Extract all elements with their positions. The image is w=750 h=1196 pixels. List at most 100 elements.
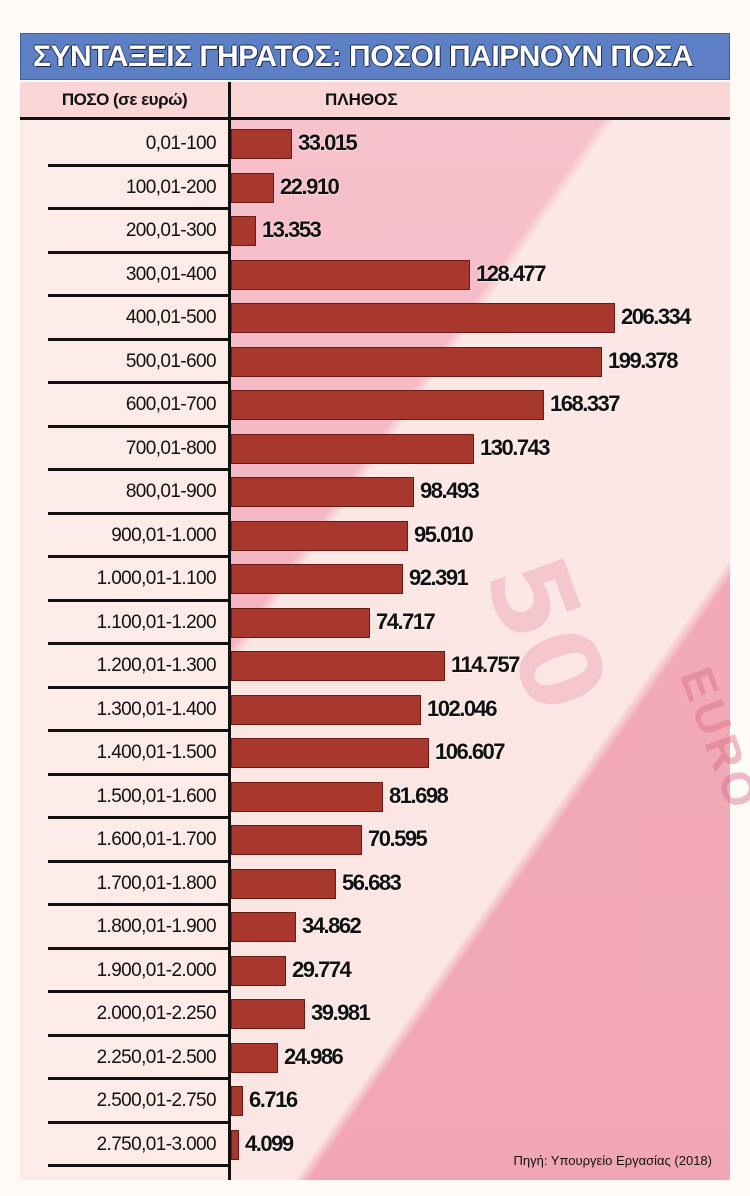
table-row: 2.250,01-2.500 24.986 (20, 1037, 730, 1080)
table-row: 700,01-800 130.743 (20, 428, 730, 471)
bar (231, 259, 470, 290)
table-row: 100,01-200 22.910 (20, 167, 730, 210)
table-row: 1.500,01-1.600 81.698 (20, 776, 730, 819)
row-separator (48, 381, 229, 384)
bar (231, 694, 421, 725)
bar-value-label: 33.015 (298, 130, 358, 155)
table-row: 400,01-500 206.334 (20, 297, 730, 341)
bar-value-label: 199.378 (608, 347, 679, 373)
amount-range-label: 600,01-700 (125, 394, 217, 415)
row-separator (48, 598, 229, 602)
row-separator (48, 337, 229, 341)
bar-value-label: 130.743 (480, 434, 551, 460)
bar (231, 129, 292, 159)
bar (231, 651, 445, 681)
bar (231, 825, 362, 855)
bar (231, 1086, 243, 1116)
bar (231, 999, 305, 1029)
bar-value-label: 13.353 (262, 217, 322, 242)
bar (231, 303, 615, 333)
amount-range-label: 1.100,01-1.200 (96, 611, 217, 633)
row-separator (48, 294, 229, 297)
source-note: Πηγή: Υπουργείο Εργασίας (2018) (513, 1153, 712, 1168)
amount-range-label: 100,01-200 (125, 176, 217, 198)
row-separator (48, 685, 229, 689)
bar-value-label: 74.717 (376, 608, 436, 634)
bar (231, 564, 403, 594)
amount-column-header: ΠΟΣΟ (σε ευρώ) (61, 90, 188, 109)
amount-range-label: 2.750,01-3.000 (96, 1133, 217, 1155)
bar (231, 607, 370, 638)
column-header-row: ΠΟΣΟ (σε ευρώ) ΠΛΗΘΟΣ (20, 82, 730, 120)
bar-value-label: 92.391 (409, 565, 469, 590)
bar-value-label: 114.757 (451, 652, 520, 677)
amount-range-label: 1.400,01-1.500 (96, 742, 217, 763)
bar (231, 346, 602, 377)
column-divider (228, 82, 231, 1180)
bar-value-label: 56.683 (342, 869, 402, 895)
row-separator (48, 250, 229, 254)
bar-value-label: 206.334 (621, 304, 692, 329)
table-row: 300,01-400 128.477 (20, 254, 730, 297)
bar (231, 520, 408, 551)
bar (231, 955, 286, 986)
bar-value-label: 168.337 (550, 391, 621, 416)
bar (231, 216, 256, 246)
bar-value-label: 29.774 (292, 956, 352, 982)
table-row: 1.800,01-1.900 34.862 (20, 906, 730, 950)
bar-value-label: 81.698 (389, 782, 449, 808)
bar-value-label: 102.046 (427, 695, 498, 721)
amount-range-label: 2.250,01-2.500 (96, 1046, 217, 1068)
bar-value-label: 106.607 (435, 739, 506, 764)
row-separator (48, 1120, 229, 1124)
amount-range-label: 1.000,01-1.100 (96, 568, 217, 589)
row-separator (48, 424, 229, 428)
table-row: 1.900,01-2.000 29.774 (20, 950, 730, 993)
bar (231, 433, 474, 464)
row-separator (48, 511, 229, 515)
table-row: 0,01-100 33.015 (20, 123, 730, 167)
row-separator (48, 772, 229, 776)
chart-title: ΣΥΝΤΑΞΕΙΣ ΓΗΡΑΤΟΣ: ΠΟΣΟΙ ΠΑΙΡΝΟΥΝ ΠΟΣΑ (20, 33, 730, 80)
row-separator (48, 816, 229, 819)
bar-value-label: 39.981 (311, 1000, 371, 1025)
bar-value-label: 22.910 (280, 173, 340, 199)
bar (231, 781, 383, 812)
table-row: 1.200,01-1.300 114.757 (20, 645, 730, 689)
bar-value-label: 34.862 (302, 913, 362, 938)
bar (231, 868, 336, 899)
row-separator (48, 468, 229, 471)
table-row: 1.000,01-1.100 92.391 (20, 558, 730, 602)
row-separator (48, 163, 229, 167)
table-row: 1.700,01-1.800 56.683 (20, 863, 730, 906)
amount-range-label: 700,01-800 (125, 437, 217, 459)
table-row: 1.400,01-1.500 106.607 (20, 732, 730, 776)
table-row: 1.100,01-1.200 74.717 (20, 602, 730, 645)
row-separator (48, 1164, 229, 1167)
bar (231, 477, 414, 507)
table-row: 1.600,01-1.700 70.595 (20, 819, 730, 863)
row-separator (48, 946, 229, 950)
bar-value-label: 24.986 (284, 1043, 344, 1069)
bar-value-label: 98.493 (420, 478, 480, 503)
bar (231, 738, 429, 768)
bar-value-label: 4.099 (245, 1130, 294, 1156)
bar-value-label: 70.595 (368, 826, 428, 851)
amount-range-label: 300,01-400 (125, 263, 217, 285)
amount-range-label: 0,01-100 (145, 133, 217, 154)
table-row: 2.750,01-3.000 4.099 (20, 1124, 730, 1167)
amount-range-label: 2.000,01-2.250 (96, 1003, 217, 1024)
bar-value-label: 6.716 (249, 1087, 298, 1112)
row-separator (48, 207, 229, 210)
bar (231, 172, 274, 203)
bar (231, 1129, 239, 1160)
table-row: 800,01-900 98.493 (20, 471, 730, 515)
table-row: 2.000,01-2.250 39.981 (20, 993, 730, 1037)
amount-range-label: 1.700,01-1.800 (96, 872, 217, 894)
row-separator (48, 1077, 229, 1080)
amount-range-label: 1.800,01-1.900 (96, 916, 217, 937)
amount-range-label: 1.500,01-1.600 (96, 785, 217, 807)
amount-range-label: 1.200,01-1.300 (96, 655, 217, 676)
row-separator (48, 555, 229, 558)
count-column-header: ΠΛΗΘΟΣ (325, 90, 398, 109)
